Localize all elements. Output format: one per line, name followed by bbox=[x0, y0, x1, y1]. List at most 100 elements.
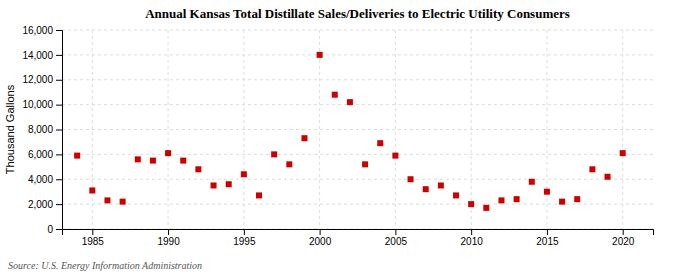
tick-label: 14,000 bbox=[22, 50, 53, 61]
tick: 2,000 bbox=[28, 199, 62, 210]
point bbox=[498, 197, 504, 203]
point bbox=[453, 192, 459, 198]
tick-label: 4,000 bbox=[28, 174, 53, 185]
point bbox=[226, 181, 232, 187]
tick-mark bbox=[623, 229, 624, 235]
grid-line bbox=[62, 30, 653, 31]
point bbox=[438, 182, 444, 188]
tick-label: 8,000 bbox=[28, 124, 53, 135]
tick: 6,000 bbox=[28, 149, 62, 160]
y-axis-title: Thousand Gallons bbox=[4, 84, 16, 174]
tick: 12,000 bbox=[22, 74, 62, 85]
point bbox=[377, 140, 383, 146]
point bbox=[256, 192, 262, 198]
grid-line bbox=[168, 30, 169, 229]
grid-line bbox=[622, 30, 623, 229]
grid-line bbox=[395, 30, 396, 229]
tick-mark bbox=[320, 229, 321, 235]
point bbox=[468, 201, 474, 207]
point bbox=[241, 171, 247, 177]
point bbox=[544, 189, 550, 195]
grid-line bbox=[92, 30, 93, 229]
tick-label: 6,000 bbox=[28, 149, 53, 160]
point bbox=[347, 99, 353, 105]
title: Annual Kansas Total Distillate Sales/Del… bbox=[145, 6, 570, 21]
tick-mark bbox=[168, 229, 169, 235]
grid-line bbox=[546, 30, 547, 229]
tick-mark bbox=[56, 30, 62, 31]
point bbox=[574, 196, 580, 202]
tick-label: 1985 bbox=[82, 236, 105, 247]
point bbox=[150, 158, 156, 164]
point bbox=[74, 153, 80, 159]
tick-mark bbox=[471, 229, 472, 235]
tick: 2000 bbox=[309, 229, 332, 247]
tick-label: 16,000 bbox=[22, 25, 53, 36]
tick: 2020 bbox=[612, 229, 635, 247]
point bbox=[483, 205, 489, 211]
point bbox=[514, 196, 520, 202]
marks bbox=[74, 52, 626, 211]
tick-mark bbox=[92, 229, 93, 235]
point bbox=[180, 158, 186, 164]
point bbox=[529, 179, 535, 185]
point bbox=[559, 199, 565, 205]
grid-line bbox=[471, 30, 472, 229]
source: Source: U.S. Energy Information Administ… bbox=[8, 260, 202, 271]
tick-mark bbox=[56, 55, 62, 56]
grid-line bbox=[62, 129, 653, 130]
point bbox=[408, 176, 414, 182]
grid-line bbox=[243, 30, 244, 229]
grid-line bbox=[319, 30, 320, 229]
point bbox=[605, 174, 611, 180]
tick: 2010 bbox=[461, 229, 484, 247]
tick: 14,000 bbox=[22, 50, 62, 61]
tick-mark bbox=[56, 154, 62, 155]
tick: 0 bbox=[47, 224, 62, 235]
point bbox=[620, 150, 626, 156]
grid-line bbox=[62, 154, 653, 155]
point bbox=[195, 166, 201, 172]
tick-mark bbox=[547, 229, 548, 235]
tick-label: 2020 bbox=[612, 236, 635, 247]
tick-label: 2005 bbox=[385, 236, 408, 247]
point bbox=[165, 150, 171, 156]
tick: 10,000 bbox=[22, 99, 62, 110]
chart: 1985 1990 1995 2000 2005 2010 2015 2020 0 2,000 4,… bbox=[0, 0, 675, 275]
tick-mark bbox=[56, 105, 62, 106]
tick-mark bbox=[56, 80, 62, 81]
axis-line bbox=[56, 31, 63, 230]
tick-mark bbox=[56, 229, 62, 230]
point bbox=[423, 186, 429, 192]
tick: 1990 bbox=[157, 229, 180, 247]
y-axis: 0 2,000 4,000 6,000 8,000 10,000 12,000 14,000 1… bbox=[22, 25, 62, 235]
point bbox=[362, 161, 368, 167]
grid bbox=[62, 30, 653, 229]
tick: 4,000 bbox=[28, 174, 62, 185]
point bbox=[211, 182, 217, 188]
tick: 1995 bbox=[233, 229, 256, 247]
point bbox=[301, 135, 307, 141]
tick-label: 1995 bbox=[233, 236, 256, 247]
grid-line bbox=[62, 54, 653, 55]
point bbox=[392, 153, 398, 159]
tick: 2015 bbox=[536, 229, 559, 247]
tick-label: 2,000 bbox=[28, 199, 53, 210]
tick-label: 0 bbox=[47, 224, 53, 235]
point bbox=[120, 199, 126, 205]
grid-line bbox=[62, 179, 653, 180]
grid-line bbox=[62, 79, 653, 80]
tick-label: 10,000 bbox=[22, 99, 53, 110]
point bbox=[271, 151, 277, 157]
tick: 16,000 bbox=[22, 25, 62, 36]
point bbox=[286, 161, 292, 167]
tick-mark bbox=[56, 179, 62, 180]
tick-mark bbox=[56, 130, 62, 131]
tick-label: 2010 bbox=[461, 236, 484, 247]
point bbox=[317, 52, 323, 58]
point bbox=[332, 92, 338, 98]
tick-mark bbox=[395, 229, 396, 235]
axis-line bbox=[63, 230, 654, 236]
tick-label: 12,000 bbox=[22, 74, 53, 85]
tick: 2005 bbox=[385, 229, 408, 247]
